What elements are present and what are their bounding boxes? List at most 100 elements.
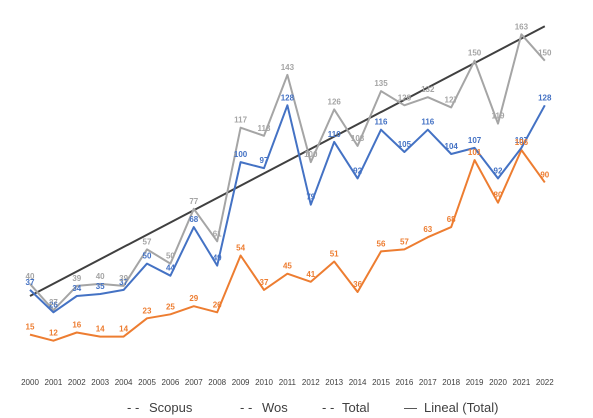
legend-label-total: Total <box>342 400 370 415</box>
x-tick-label: 2010 <box>255 378 273 387</box>
data-label-total: 150 <box>538 49 552 58</box>
data-label-total: 100 <box>304 150 318 159</box>
x-tick-label: 2022 <box>536 378 554 387</box>
data-labels: 37 26 34 35 37 50 44 68 49 100 97 128 79 110 92 116 105 1… <box>26 22 552 337</box>
data-label-scopus: 107 <box>468 136 482 145</box>
data-label-scopus: 34 <box>72 284 81 293</box>
data-label-scopus: 79 <box>306 193 315 202</box>
data-label-wos: 15 <box>26 323 35 332</box>
data-label-wos: 36 <box>353 280 362 289</box>
series-line-total <box>29 33 546 312</box>
data-label-wos: 51 <box>330 250 339 259</box>
data-label-scopus: 49 <box>213 254 222 263</box>
data-label-total: 117 <box>234 116 247 125</box>
data-label-total: 127 <box>445 95 459 104</box>
data-label-scopus: 116 <box>421 118 434 127</box>
data-label-total: 39 <box>119 274 128 283</box>
data-label-total: 132 <box>421 85 435 94</box>
legend-label-wos: Wos <box>262 400 288 415</box>
data-label-total: 57 <box>143 237 152 246</box>
data-label-scopus: 128 <box>538 93 552 102</box>
data-label-wos: 54 <box>236 244 245 253</box>
trendline-group <box>29 25 546 297</box>
data-label-total: 119 <box>492 112 505 121</box>
data-label-scopus: 37 <box>26 278 35 287</box>
data-label-total: 163 <box>515 22 529 31</box>
data-label-wos: 14 <box>96 325 105 334</box>
legend-marker-scopus: - - <box>127 400 139 415</box>
x-tick-label: 2015 <box>372 378 390 387</box>
data-label-wos: 63 <box>423 225 432 234</box>
data-label-wos: 12 <box>49 329 58 338</box>
data-label-total: 39 <box>72 274 81 283</box>
x-axis-ticks: 2000 2001 2002 2003 2004 2005 2006 2007 2008 2009… <box>21 378 554 387</box>
data-label-total: 27 <box>49 298 58 307</box>
legend-marker-trendline: — <box>404 400 417 415</box>
x-tick-label: 2017 <box>419 378 437 387</box>
series-line-wos <box>29 149 546 342</box>
x-tick-label: 2006 <box>162 378 180 387</box>
x-tick-label: 2005 <box>138 378 156 387</box>
data-label-total: 61 <box>213 229 222 238</box>
data-label-scopus: 50 <box>143 252 152 261</box>
data-label-total: 113 <box>258 124 271 133</box>
data-label-total: 40 <box>96 272 105 281</box>
data-label-total: 77 <box>189 197 198 206</box>
data-label-scopus: 97 <box>260 156 269 165</box>
data-label-wos: 25 <box>166 302 175 311</box>
x-tick-label: 2004 <box>115 378 133 387</box>
data-label-scopus: 107 <box>515 136 529 145</box>
data-label-wos: 23 <box>143 306 152 315</box>
data-label-total: 108 <box>351 134 365 143</box>
x-tick-label: 2007 <box>185 378 203 387</box>
x-tick-label: 2018 <box>442 378 460 387</box>
data-label-wos: 106 <box>515 138 529 147</box>
data-label-scopus: 37 <box>119 278 128 287</box>
data-label-total: 128 <box>398 93 412 102</box>
data-label-scopus: 68 <box>189 215 198 224</box>
data-label-scopus: 44 <box>166 264 175 273</box>
data-label-scopus: 35 <box>96 282 105 291</box>
data-label-total: 50 <box>166 252 175 261</box>
x-tick-label: 2009 <box>232 378 250 387</box>
data-label-scopus: 92 <box>494 166 503 175</box>
legend-marker-wos: - - <box>240 400 252 415</box>
x-tick-label: 2008 <box>208 378 226 387</box>
data-label-total: 150 <box>468 49 482 58</box>
data-label-wos: 56 <box>377 239 386 248</box>
data-label-total: 143 <box>281 63 295 72</box>
x-tick-label: 2021 <box>513 378 531 387</box>
data-label-scopus: 110 <box>328 130 341 139</box>
data-label-wos: 41 <box>306 270 315 279</box>
data-label-wos: 14 <box>119 325 128 334</box>
legend-marker-total: - - <box>322 400 334 415</box>
x-tick-label: 2000 <box>21 378 39 387</box>
legend-label-trendline: Lineal (Total) <box>424 400 498 415</box>
data-label-total: 135 <box>374 79 388 88</box>
legend-label-scopus: Scopus <box>149 400 193 415</box>
data-label-wos: 45 <box>283 262 292 271</box>
data-label-scopus: 116 <box>375 118 388 127</box>
x-tick-label: 2019 <box>466 378 484 387</box>
x-tick-label: 2016 <box>396 378 414 387</box>
data-label-scopus: 92 <box>353 166 362 175</box>
data-label-scopus: 26 <box>49 300 58 309</box>
data-label-scopus: 104 <box>445 142 459 151</box>
data-label-wos: 37 <box>260 278 269 287</box>
x-tick-label: 2014 <box>349 378 367 387</box>
x-tick-label: 2002 <box>68 378 86 387</box>
data-label-scopus: 105 <box>398 140 412 149</box>
x-tick-label: 2013 <box>325 378 343 387</box>
x-tick-label: 2003 <box>91 378 109 387</box>
x-tick-label: 2011 <box>279 378 297 387</box>
data-label-wos: 16 <box>72 321 81 330</box>
data-label-scopus: 128 <box>281 93 295 102</box>
trendline-total <box>29 25 546 297</box>
data-label-total: 126 <box>328 97 342 106</box>
data-label-wos: 90 <box>540 170 549 179</box>
x-tick-label: 2001 <box>45 378 63 387</box>
x-tick-label: 2012 <box>302 378 320 387</box>
data-label-wos: 101 <box>468 148 482 157</box>
series-lines <box>29 33 546 342</box>
